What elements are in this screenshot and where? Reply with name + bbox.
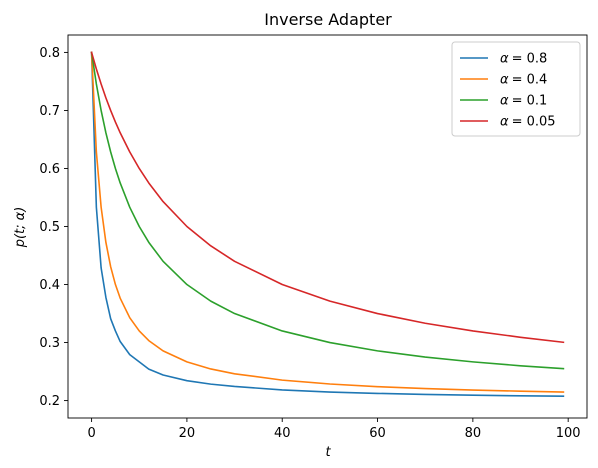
- legend-box: [451, 41, 581, 137]
- legend-greek: α: [500, 115, 509, 130]
- y-tick-label: 0.3: [39, 336, 60, 351]
- legend-label: α = 0.4: [500, 73, 547, 88]
- x-tick-label: 60: [369, 426, 386, 441]
- x-tick-label: 100: [556, 426, 581, 441]
- legend-value: = 0.4: [512, 73, 548, 88]
- legend-value: = 0.1: [512, 94, 548, 109]
- legend-value: = 0.05: [512, 115, 556, 130]
- legend-greek: α: [500, 73, 509, 88]
- y-tick-label: 0.4: [39, 278, 60, 293]
- series-line-2: [90, 51, 565, 370]
- x-tick-label: 40: [274, 426, 291, 441]
- y-tick-label: 0.8: [39, 46, 60, 61]
- legend-greek: α: [500, 94, 509, 109]
- y-tick-label: 0.2: [39, 394, 60, 409]
- legend-greek: α: [500, 52, 509, 67]
- x-axis-label: t: [325, 445, 331, 460]
- series-layer: [90, 51, 565, 397]
- series-line-3: [90, 51, 565, 344]
- legend: α = 0.8α = 0.4α = 0.1α = 0.05: [451, 41, 581, 137]
- x-tick-label: 20: [179, 426, 196, 441]
- y-axis-ticks: 0.2 0.3 0.4 0.5 0.6 0.7 0.8: [39, 46, 68, 409]
- legend-label: α = 0.8: [500, 52, 547, 67]
- x-axis-ticks: 0 20 40 60 80 100: [87, 418, 581, 441]
- legend-value: = 0.8: [512, 52, 548, 67]
- legend-label: α = 0.05: [500, 115, 556, 130]
- y-tick-label: 0.5: [39, 220, 60, 235]
- x-tick-label: 0: [87, 426, 95, 441]
- y-tick-label: 0.7: [39, 104, 60, 119]
- series-line-0: [90, 51, 565, 397]
- y-tick-label: 0.6: [39, 162, 60, 177]
- x-tick-label: 80: [465, 426, 482, 441]
- y-axis-label: p(t; α): [13, 207, 28, 249]
- legend-label: α = 0.1: [500, 94, 547, 109]
- chart-title: Inverse Adapter: [264, 10, 392, 29]
- series-line-1: [90, 51, 565, 393]
